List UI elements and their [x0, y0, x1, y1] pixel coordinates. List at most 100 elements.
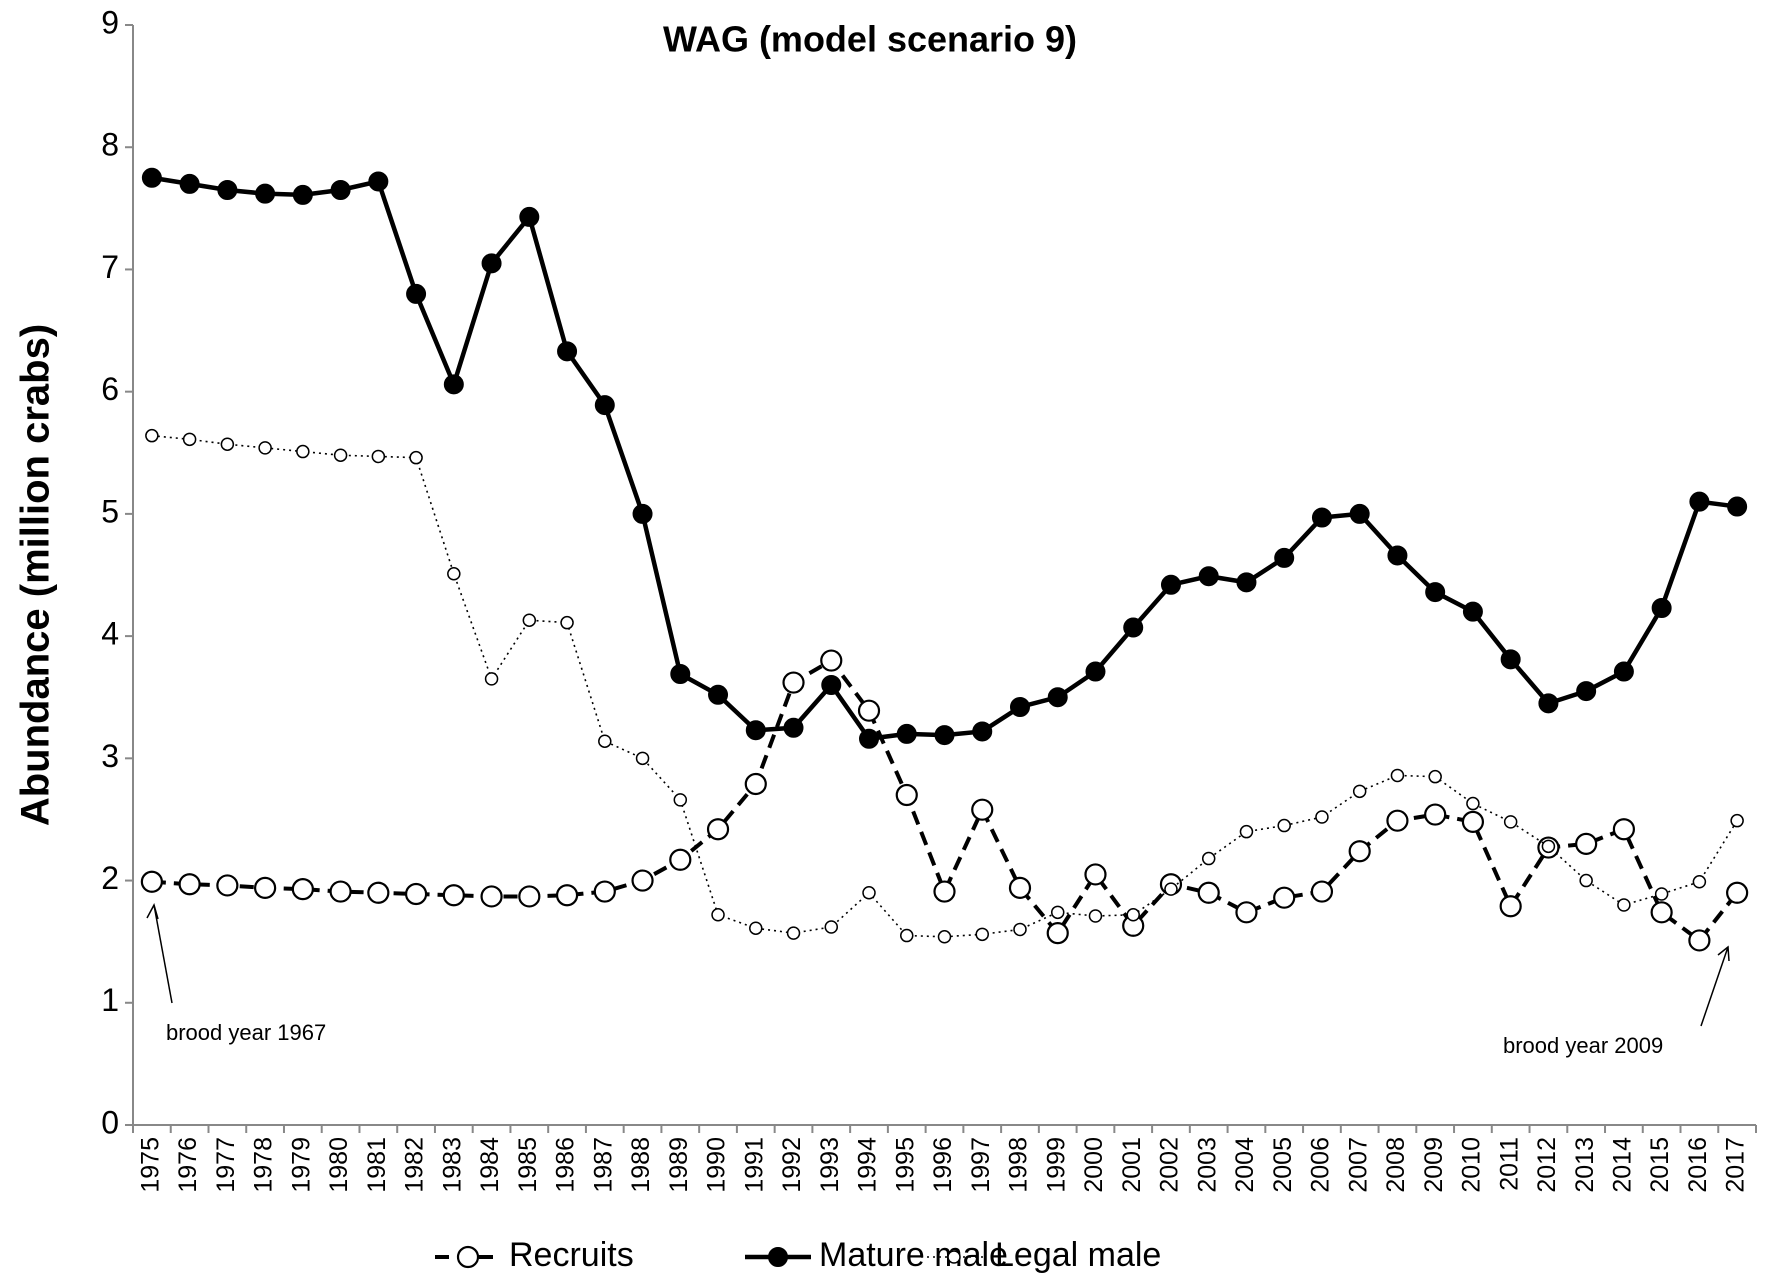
- y-axis-label: Abundance (million crabs): [14, 324, 58, 826]
- data-point: [178, 873, 201, 896]
- data-point: [744, 772, 767, 796]
- x-tick-label: 2015: [1646, 1137, 1674, 1193]
- data-point: [706, 818, 730, 841]
- data-point: [1500, 649, 1521, 670]
- x-tick-label: 1989: [665, 1137, 693, 1193]
- x-tick-label: 1976: [174, 1137, 202, 1193]
- x-tick-label: 2005: [1269, 1137, 1297, 1193]
- data-point: [745, 720, 766, 741]
- y-tick-label: 4: [101, 616, 119, 652]
- data-point: [1348, 840, 1371, 863]
- x-tick-label: 1980: [325, 1137, 353, 1193]
- y-tick-label: 0: [101, 1104, 119, 1140]
- data-point: [1466, 796, 1480, 811]
- x-tick-label: 2006: [1307, 1137, 1335, 1193]
- data-point: [1315, 810, 1329, 824]
- data-point: [330, 180, 351, 200]
- data-point: [1277, 818, 1291, 833]
- legend-label: Recruits: [509, 1236, 634, 1274]
- data-point: [1126, 908, 1140, 922]
- data-point: [333, 448, 348, 462]
- data-point: [1197, 881, 1220, 904]
- data-point: [217, 180, 238, 200]
- data-point: [862, 886, 876, 900]
- data-point: [1235, 901, 1258, 924]
- data-point: [1088, 909, 1103, 923]
- x-tick-label: 1983: [438, 1137, 466, 1193]
- data-point: [1726, 881, 1749, 904]
- data-point: [557, 341, 578, 362]
- data-point: [179, 173, 200, 194]
- data-point: [1274, 547, 1295, 568]
- data-point: [1009, 697, 1030, 717]
- data-point: [934, 725, 955, 746]
- data-point: [140, 870, 163, 893]
- data-point: [1160, 574, 1181, 595]
- data-point: [972, 721, 993, 742]
- y-tick-label: 9: [101, 4, 119, 40]
- x-tick-label: 2004: [1231, 1137, 1259, 1193]
- x-tick-label: 2014: [1609, 1137, 1637, 1193]
- annotation: brood year 2009: [1503, 1033, 1663, 1058]
- data-point: [1123, 617, 1144, 638]
- data-point: [1387, 545, 1408, 566]
- data-point: [824, 920, 839, 934]
- data-point: [404, 882, 428, 906]
- x-tick-label: 1992: [778, 1137, 806, 1193]
- data-point: [1541, 839, 1556, 854]
- data-point: [442, 884, 465, 907]
- x-tick-label: 2000: [1080, 1137, 1108, 1193]
- data-point: [1617, 898, 1631, 912]
- y-tick-label: 7: [101, 249, 119, 285]
- data-point: [447, 567, 461, 581]
- data-point: [1349, 503, 1370, 524]
- data-point: [1651, 598, 1672, 618]
- data-point: [782, 671, 805, 694]
- data-point: [1654, 887, 1669, 901]
- data-point: [975, 927, 989, 942]
- data-point: [821, 675, 842, 695]
- x-tick-label: 1987: [589, 1137, 617, 1193]
- chart-title: WAG (model scenario 9): [663, 19, 1077, 60]
- data-point: [1352, 784, 1367, 799]
- data-point: [1461, 810, 1485, 833]
- x-tick-label: 2017: [1722, 1137, 1750, 1193]
- x-tick-label: 1985: [514, 1137, 542, 1193]
- data-point: [1239, 824, 1254, 839]
- x-tick-label: 1999: [1042, 1137, 1070, 1193]
- data-point: [1084, 863, 1107, 886]
- x-tick-label: 2008: [1382, 1137, 1410, 1193]
- data-point: [1499, 895, 1522, 918]
- y-tick-label: 8: [101, 127, 119, 163]
- data-point: [560, 615, 574, 630]
- data-point: [632, 503, 653, 524]
- data-point: [594, 395, 615, 416]
- data-point: [1164, 882, 1178, 896]
- data-point: [406, 283, 427, 304]
- data-point: [1386, 809, 1409, 832]
- x-tick-label: 2010: [1458, 1137, 1486, 1193]
- data-point: [1085, 661, 1106, 682]
- x-tick-label: 1994: [854, 1137, 882, 1193]
- data-point: [749, 921, 763, 935]
- data-point: [1047, 687, 1068, 708]
- data-point: [1727, 496, 1748, 517]
- y-tick-label: 2: [101, 860, 119, 896]
- data-point: [145, 428, 159, 443]
- data-point: [1008, 876, 1032, 899]
- legend-label: Legal male: [995, 1236, 1161, 1274]
- data-point: [1390, 768, 1405, 783]
- series-line: [151, 175, 1738, 742]
- x-tick-label: 1997: [967, 1137, 995, 1193]
- y-tick-label: 1: [101, 982, 119, 1018]
- data-point: [1462, 601, 1483, 622]
- x-tick-label: 1986: [552, 1137, 580, 1193]
- x-tick-label: 1977: [212, 1137, 240, 1193]
- data-point: [220, 437, 235, 451]
- x-tick-label: 2003: [1193, 1137, 1221, 1193]
- x-tick-label: 1978: [250, 1137, 278, 1193]
- data-point: [786, 926, 801, 940]
- data-point: [1013, 922, 1027, 937]
- data-point: [1201, 851, 1216, 866]
